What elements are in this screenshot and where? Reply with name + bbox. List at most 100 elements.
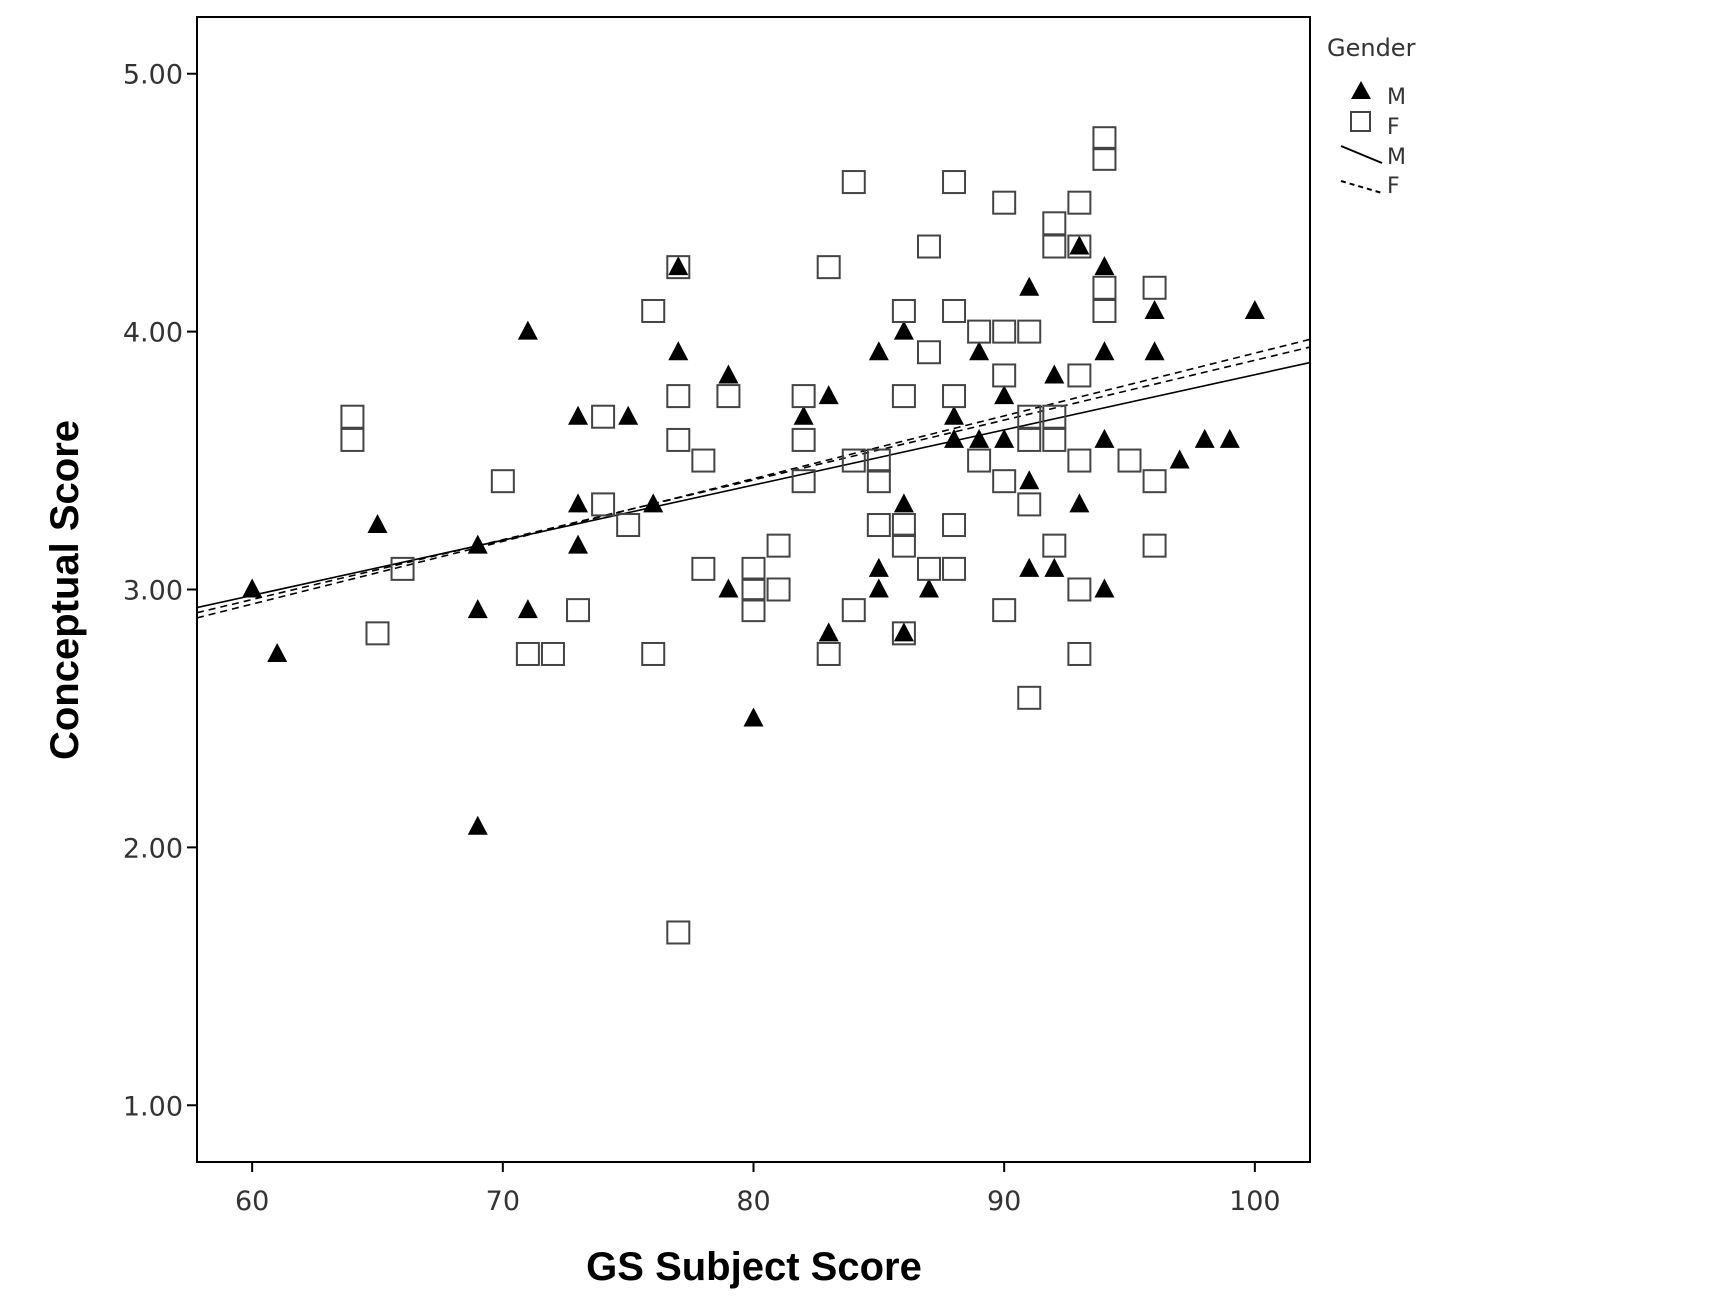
point-m-triangle <box>718 578 739 598</box>
point-m-triangle <box>517 599 538 619</box>
point-m-triangle <box>1194 428 1215 448</box>
point-m-triangle <box>467 534 488 554</box>
point-f-square <box>1067 577 1092 602</box>
point-m-triangle <box>1044 364 1065 384</box>
point-m-triangle <box>1244 299 1265 319</box>
point-m-triangle <box>969 341 990 361</box>
point-m-triangle <box>994 428 1015 448</box>
point-m-triangle <box>1094 341 1115 361</box>
y-tick-label: 5.00 <box>123 60 183 91</box>
point-f-square <box>1017 404 1042 429</box>
point-m-triangle <box>944 405 965 425</box>
point-f-square <box>1142 533 1167 558</box>
point-m-triangle <box>1219 428 1240 448</box>
point-m-triangle <box>467 815 488 835</box>
point-f-square <box>791 384 816 409</box>
point-f-square <box>741 577 766 602</box>
point-f-square <box>566 598 591 623</box>
fit-line-f-dashed <box>196 346 1311 614</box>
point-m-triangle <box>467 599 488 619</box>
point-f-square <box>540 641 565 666</box>
point-f-square <box>1142 469 1167 494</box>
point-m-triangle <box>918 578 939 598</box>
point-m-triangle <box>1044 557 1065 577</box>
point-m-triangle <box>818 385 839 405</box>
point-m-triangle <box>618 405 639 425</box>
data-points <box>242 126 1265 945</box>
point-f-square <box>841 598 866 623</box>
point-m-triangle <box>517 320 538 340</box>
point-f-square <box>841 448 866 473</box>
point-m-triangle <box>893 320 914 340</box>
point-f-square <box>641 298 666 323</box>
y-axis-title: Conceptual Score <box>43 420 87 760</box>
point-m-triangle <box>1094 578 1115 598</box>
point-f-square <box>992 319 1017 344</box>
point-f-square <box>942 513 967 538</box>
point-m-triangle <box>868 341 889 361</box>
point-f-square <box>666 255 691 280</box>
point-f-square <box>992 598 1017 623</box>
legend-f-line-icon <box>1340 180 1383 194</box>
point-f-square <box>816 255 841 280</box>
point-f-square <box>1042 427 1067 452</box>
point-f-square <box>641 641 666 666</box>
legend-m-marker-label: M <box>1387 85 1406 110</box>
point-f-square <box>591 404 616 429</box>
point-f-square <box>1067 363 1092 388</box>
point-f-square <box>1017 427 1042 452</box>
point-m-triangle <box>1094 428 1115 448</box>
legend-f-line-label: F <box>1387 174 1400 199</box>
point-m-triangle <box>1144 299 1165 319</box>
point-f-square <box>916 556 941 581</box>
point-f-square <box>1117 448 1142 473</box>
point-f-square <box>1067 641 1092 666</box>
point-f-square <box>515 641 540 666</box>
point-m-triangle <box>944 428 965 448</box>
point-m-triangle <box>1019 470 1040 490</box>
point-f-square <box>916 234 941 259</box>
point-f-square <box>891 384 916 409</box>
point-f-square <box>992 363 1017 388</box>
point-f-square <box>365 621 390 646</box>
point-f-square <box>916 340 941 365</box>
point-m-triangle <box>743 707 764 727</box>
point-f-square <box>741 598 766 623</box>
point-f-square <box>741 556 766 581</box>
point-m-triangle <box>568 405 589 425</box>
legend-m-line-icon <box>1340 145 1383 164</box>
plot-frame <box>196 16 1311 1163</box>
point-f-square <box>942 384 967 409</box>
point-f-square <box>1042 234 1067 259</box>
point-f-square <box>791 427 816 452</box>
x-tick-label: 80 <box>736 1186 770 1217</box>
point-f-square <box>992 469 1017 494</box>
point-f-square <box>1017 319 1042 344</box>
point-f-square <box>591 492 616 517</box>
point-f-square <box>716 384 741 409</box>
point-f-square <box>841 170 866 195</box>
point-f-square <box>942 298 967 323</box>
x-tick-label: 90 <box>987 1186 1021 1217</box>
point-f-square <box>1067 448 1092 473</box>
legend-title: Gender <box>1327 34 1416 62</box>
point-m-triangle <box>1069 493 1090 513</box>
point-m-triangle <box>969 428 990 448</box>
point-f-square <box>691 448 716 473</box>
point-m-triangle <box>367 514 388 534</box>
point-f-square <box>967 319 992 344</box>
point-m-triangle <box>1069 235 1090 255</box>
x-tick-label: 70 <box>486 1186 520 1217</box>
legend-f-square-icon <box>1350 111 1371 132</box>
point-f-square <box>616 513 641 538</box>
y-tick-label: 1.00 <box>123 1091 183 1122</box>
point-f-square <box>992 190 1017 215</box>
point-f-square <box>1017 492 1042 517</box>
fit-lines <box>196 338 1311 619</box>
point-f-square <box>891 513 916 538</box>
y-tick-label: 3.00 <box>123 576 183 607</box>
x-axis: 60 70 80 90 100 <box>235 1162 1281 1217</box>
point-f-square <box>1042 533 1067 558</box>
point-f-square <box>942 556 967 581</box>
